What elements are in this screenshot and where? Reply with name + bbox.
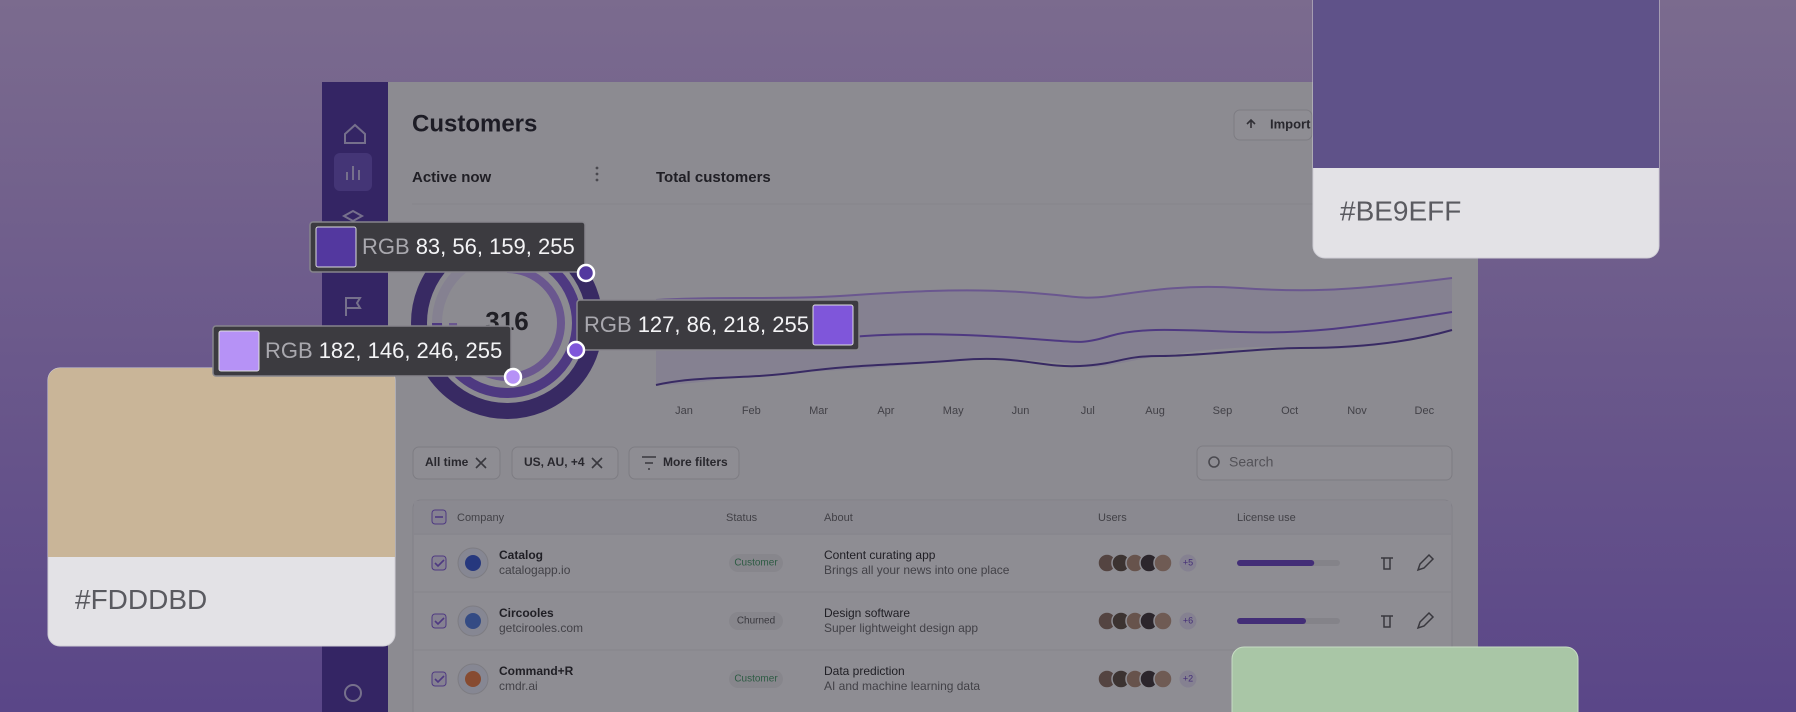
color-picker-handle[interactable] [576,263,596,283]
tooltip-value: 83, 56, 159, 255 [416,234,575,259]
color-tooltip [309,221,586,273]
tooltip-value: 127, 86, 218, 255 [638,312,809,337]
swatch-hex: #FDDDBD [75,584,207,615]
color-tooltip [576,299,860,351]
swatch-color [1313,0,1659,168]
swatch-card-green [1231,646,1579,712]
tooltip-label: RGB [584,312,632,337]
dim-overlay [322,82,1478,712]
swatch-hex: #BE9EFF [1340,195,1461,226]
tooltip-text: RGB 83, 56, 159, 255 [362,234,575,259]
tooltip-text: RGB 127, 86, 218, 255 [584,312,809,337]
swatch-cards: #BE9EFF #FDDDBD [47,0,1660,647]
color-picker-handle[interactable] [503,367,523,387]
swatch-color [48,368,395,557]
tooltip-swatch [315,226,357,268]
tooltip-swatch [812,304,854,346]
color-tooltip [212,325,512,377]
color-picker-handle[interactable] [566,340,586,360]
tooltip-swatch [218,330,260,372]
tooltip-label: RGB [362,234,410,259]
tooltip-text: RGB 182, 146, 246, 255 [265,338,502,363]
tooltip-value: 182, 146, 246, 255 [319,338,503,363]
tooltip-label: RGB [265,338,313,363]
